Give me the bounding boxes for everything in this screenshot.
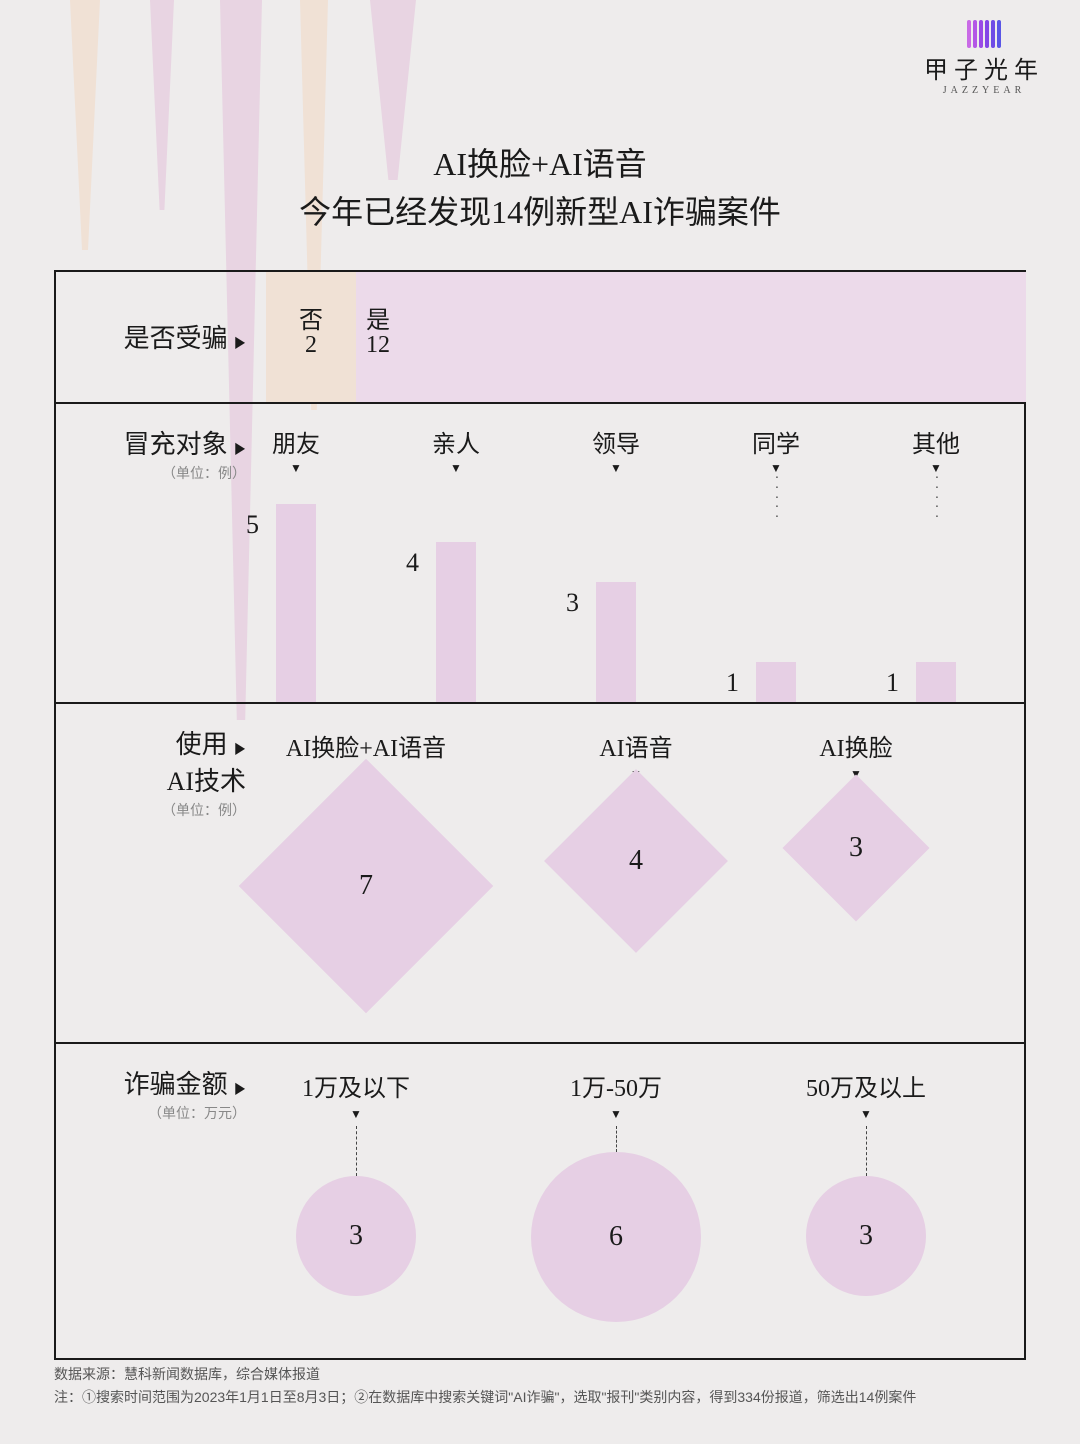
circle-shape: 3 [296,1176,416,1296]
bar: 3 [596,582,636,704]
section-arrow-icon: ▶ [235,438,245,458]
diamond-value: 7 [359,870,373,902]
logo-bar-icon [991,20,995,48]
chart-frame: 是否受骗▶ 否 2 是 12 冒充对象▶ （单位：例） 朋友 ▼ 5 亲人 ▼ 4 领导 ▼ 3… [54,270,1026,1360]
circle-item: 1万-50万 ▼ 6 [496,1068,736,1322]
circle-category: 1万-50万 [496,1068,736,1103]
bar-category: 朋友 [246,424,346,459]
segment-label-no: 否 [266,300,356,335]
bar-value: 4 [406,548,419,578]
diamond-shape: 4 [544,769,728,953]
connector-line: ····· [726,474,826,523]
bar: 5 [276,504,316,704]
bar-item: 亲人 ▼ 4 [406,424,506,704]
circle-category: 1万及以下 [236,1068,476,1103]
diamond-item: AI语音▼4 [516,728,756,926]
bar: 4 [436,542,476,704]
section-impersonation: 冒充对象▶ （单位：例） 朋友 ▼ 5 亲人 ▼ 4 领导 ▼ 3 同学 ▼ ····· 1 其他 ▼ ···… [56,402,1024,702]
bar-category: 领导 [566,424,666,459]
circle-shape: 6 [531,1152,701,1322]
data-source: 数据来源：慧科新闻数据库，综合媒体报道 [54,1363,916,1385]
circle-item: 1万及以下 ▼ 3 [236,1068,476,1296]
connector-line [356,1126,357,1176]
circle-value: 6 [609,1221,623,1253]
down-arrow-icon: ▼ [566,461,666,476]
section-amount: 诈骗金额▶ （单位：万元） 1万及以下 ▼ 3 1万-50万 ▼ 6 50万及以上 ▼ 3 [56,1042,1024,1360]
page-title: AI换脸+AI语音 今年已经发现14例新型AI诈骗案件 [0,140,1080,236]
bar-value: 3 [566,588,579,618]
bar-item: 其他▼·····1 [886,424,986,704]
section-label: 诈骗金额▶ （单位：万元） [56,1064,246,1123]
logo-text-en: JAZZYEAR [924,85,1044,96]
logo-bar-icon [973,20,977,48]
circle-category: 50万及以上 [746,1068,986,1103]
title-line-1: AI换脸+AI语音 [0,140,1080,188]
title-line-2: 今年已经发现14例新型AI诈骗案件 [0,188,1080,236]
section-ai-tech: 使用▶ AI技术 （单位：例） AI换脸+AI语音▼7AI语音▼4AI换脸▼3 [56,702,1024,1042]
bar-category: 其他 [886,424,986,459]
logo-bar-icon [997,20,1001,48]
bar: 1 [916,662,956,704]
down-arrow-icon: ▼ [406,461,506,476]
section-label: 冒充对象▶ （单位：例） [56,424,246,483]
segment-value-yes: 12 [366,332,390,359]
segment-label-yes: 是 [366,300,390,335]
connector-line [866,1126,867,1176]
circle-item: 50万及以上 ▼ 3 [746,1068,986,1296]
bar-value: 1 [726,668,739,698]
bar-item: 同学▼·····1 [726,424,826,704]
diamond-item: AI换脸+AI语音▼7 [246,728,486,976]
down-arrow-icon: ▼ [746,1107,986,1122]
connector-line [616,1126,617,1152]
bar: 1 [756,662,796,704]
diamond-category: AI换脸 [736,728,976,763]
bar-value: 5 [246,510,259,540]
down-arrow-icon: ▼ [496,1107,736,1122]
circle-shape: 3 [806,1176,926,1296]
footer-notes: 数据来源：慧科新闻数据库，综合媒体报道 注：①搜索时间范围为2023年1月1日至… [54,1363,916,1408]
logo-bar-icon [985,20,989,48]
bar-category: 同学 [726,424,826,459]
down-arrow-icon: ▼ [236,1107,476,1122]
logo-text-cn: 甲子光年 [924,50,1044,85]
bar-value: 1 [886,668,899,698]
section-label: 使用▶ AI技术 （单位：例） [56,724,246,820]
connector-line: ····· [886,474,986,523]
bar-item: 朋友 ▼ 5 [246,424,346,704]
bar-segment-yes [356,272,1026,402]
segment-value-no: 2 [266,332,356,359]
bar-category: 亲人 [406,424,506,459]
section-arrow-icon: ▶ [235,738,245,758]
diamond-value: 3 [849,832,863,864]
diamond-category: AI语音 [516,728,756,763]
circle-value: 3 [859,1220,873,1252]
diamond-shape: 3 [782,774,929,921]
diamond-item: AI换脸▼3 [736,728,976,900]
circle-value: 3 [349,1220,363,1252]
section-arrow-icon: ▶ [235,332,245,352]
diamond-value: 4 [629,845,643,877]
down-arrow-icon: ▼ [246,461,346,476]
section-label: 是否受骗▶ [56,318,246,355]
logo-bar-icon [979,20,983,48]
section-deceived: 是否受骗▶ 否 2 是 12 [56,272,1024,402]
footnote: 注：①搜索时间范围为2023年1月1日至8月3日；②在数据库中搜索关键词"AI诈… [54,1386,916,1408]
diamond-shape: 7 [239,759,494,1014]
logo-bar-icon [967,20,971,48]
bar-item: 领导 ▼ 3 [566,424,666,704]
brand-logo: 甲子光年 JAZZYEAR [924,20,1044,96]
